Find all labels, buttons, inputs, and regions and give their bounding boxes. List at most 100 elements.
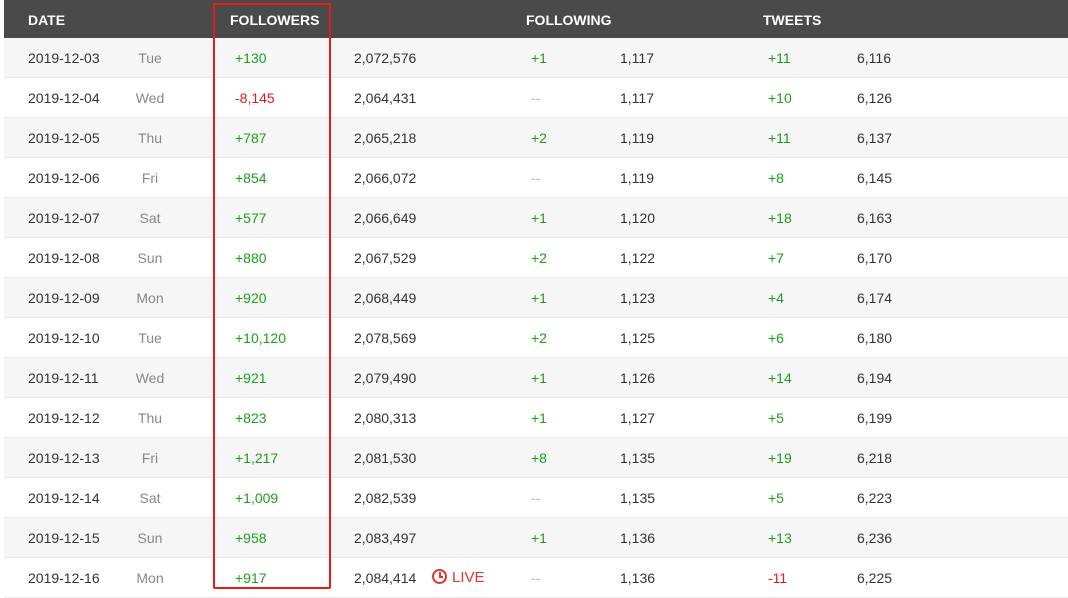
followers-change: +1,009: [235, 490, 279, 506]
header-followers[interactable]: FOLLOWERS: [230, 12, 320, 28]
date-cell: 2019-12-06: [28, 170, 100, 186]
followers-total: 2,065,218: [354, 130, 417, 146]
date-cell: 2019-12-09: [28, 290, 100, 306]
table-row: 2019-12-03 Tue +130 2,072,576 +1 1,117 +11 6,11…: [4, 38, 1068, 78]
table-row: 2019-12-04 Wed -8,145 2,064,431 -- 1,117 +10 6,…: [4, 78, 1068, 118]
followers-change: +787: [235, 130, 267, 146]
followers-total: 2,082,539: [354, 490, 417, 506]
following-change: +1: [531, 290, 547, 306]
tweets-change: +18: [768, 210, 792, 226]
following-total: 1,120: [620, 210, 656, 226]
day-cell: Tue: [138, 50, 162, 66]
table-body: 2019-12-03 Tue +130 2,072,576 +1 1,117 +11 6,11…: [4, 38, 1068, 598]
day-cell: Sun: [137, 530, 163, 546]
table-row: 2019-12-16 Mon +917 2,084,414 -- 1,136 -11 6,22…: [4, 558, 1068, 598]
following-change: +8: [531, 450, 547, 466]
table-row: 2019-12-10 Tue +10,120 2,078,569 +2 1,125 +6 6,…: [4, 318, 1068, 358]
tweets-change: +14: [768, 370, 792, 386]
live-indicator[interactable]: LIVE: [432, 569, 485, 586]
followers-total: 2,066,649: [354, 210, 417, 226]
following-total: 1,136: [620, 530, 656, 546]
day-cell: Mon: [136, 290, 164, 306]
followers-total: 2,072,576: [354, 50, 417, 66]
date-cell: 2019-12-13: [28, 450, 100, 466]
tweets-total: 6,174: [857, 290, 893, 306]
following-change: --: [531, 170, 541, 186]
tweets-total: 6,126: [857, 90, 893, 106]
following-total: 1,119: [620, 170, 654, 186]
table-row: 2019-12-12 Thu +823 2,080,313 +1 1,127 +5 6,199: [4, 398, 1068, 438]
followers-total: 2,079,490: [354, 370, 417, 386]
table-row: 2019-12-08 Sun +880 2,067,529 +2 1,122 +7 6,170: [4, 238, 1068, 278]
date-cell: 2019-12-14: [28, 490, 100, 506]
tweets-total: 6,180: [857, 330, 893, 346]
following-total: 1,117: [620, 50, 654, 66]
tweets-total: 6,194: [857, 370, 893, 386]
table-row: 2019-12-14 Sat +1,009 2,082,539 -- 1,135 +5 6,2…: [4, 478, 1068, 518]
followers-change: +854: [235, 170, 267, 186]
day-cell: Sun: [137, 250, 163, 266]
tweets-change: +13: [768, 530, 792, 546]
day-cell: Sat: [139, 490, 161, 506]
table-row: 2019-12-09 Mon +920 2,068,449 +1 1,123 +4 6,174: [4, 278, 1068, 318]
followers-change: +917: [235, 570, 267, 586]
tweets-change: +11: [768, 130, 791, 146]
header-following[interactable]: FOLLOWING: [526, 12, 612, 28]
date-cell: 2019-12-03: [28, 50, 100, 66]
following-change: +1: [531, 370, 547, 386]
tweets-change: -11: [768, 570, 788, 586]
following-total: 1,127: [620, 410, 656, 426]
followers-total: 2,066,072: [354, 170, 417, 186]
followers-change: +10,120: [235, 330, 286, 346]
tweets-total: 6,199: [857, 410, 893, 426]
followers-total: 2,078,569: [354, 330, 417, 346]
followers-change: +958: [235, 530, 267, 546]
table-row: 2019-12-13 Fri +1,217 2,081,530 +8 1,135 +19 6,…: [4, 438, 1068, 478]
following-change: +2: [531, 130, 547, 146]
date-cell: 2019-12-04: [28, 90, 100, 106]
table-header: DATE FOLLOWERS FOLLOWING TWEETS: [4, 0, 1068, 38]
followers-total: 2,068,449: [354, 290, 417, 306]
following-total: 1,123: [620, 290, 656, 306]
tweets-change: +8: [768, 170, 784, 186]
following-total: 1,117: [620, 90, 654, 106]
clock-icon: [432, 569, 447, 584]
followers-total: 2,081,530: [354, 450, 417, 466]
date-cell: 2019-12-16: [28, 570, 100, 586]
tweets-change: +19: [768, 450, 792, 466]
followers-change: +880: [235, 250, 267, 266]
tweets-change: +5: [768, 410, 784, 426]
tweets-change: +11: [768, 50, 791, 66]
tweets-total: 6,225: [857, 570, 893, 586]
day-cell: Thu: [137, 130, 163, 146]
following-total: 1,136: [620, 570, 656, 586]
day-cell: Fri: [141, 450, 159, 466]
followers-total: 2,083,497: [354, 530, 417, 546]
followers-change: -8,145: [235, 90, 275, 106]
tweets-total: 6,236: [857, 530, 893, 546]
following-change: +2: [531, 330, 547, 346]
tweets-total: 6,163: [857, 210, 893, 226]
tweets-total: 6,145: [857, 170, 893, 186]
following-change: +1: [531, 50, 547, 66]
day-cell: Sat: [139, 210, 161, 226]
followers-total: 2,084,414: [354, 570, 417, 586]
followers-total: 2,080,313: [354, 410, 417, 426]
following-total: 1,135: [620, 490, 656, 506]
date-cell: 2019-12-05: [28, 130, 100, 146]
table-row: 2019-12-05 Thu +787 2,065,218 +2 1,119 +11 6,13…: [4, 118, 1068, 158]
tweets-change: +6: [768, 330, 784, 346]
header-tweets[interactable]: TWEETS: [763, 12, 822, 28]
followers-total: 2,064,431: [354, 90, 417, 106]
following-change: --: [531, 90, 541, 106]
following-total: 1,122: [620, 250, 656, 266]
date-cell: 2019-12-07: [28, 210, 100, 226]
date-cell: 2019-12-10: [28, 330, 100, 346]
day-cell: Fri: [141, 170, 159, 186]
date-cell: 2019-12-12: [28, 410, 100, 426]
following-total: 1,125: [620, 330, 656, 346]
stats-table: DATE FOLLOWERS FOLLOWING TWEETS 2019-12-…: [4, 0, 1068, 598]
table-row: 2019-12-11 Wed +921 2,079,490 +1 1,126 +14 6,19…: [4, 358, 1068, 398]
header-date[interactable]: DATE: [28, 12, 66, 28]
following-change: +2: [531, 250, 547, 266]
